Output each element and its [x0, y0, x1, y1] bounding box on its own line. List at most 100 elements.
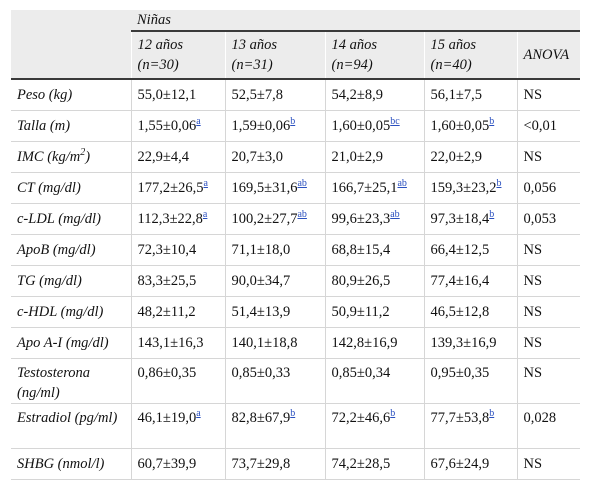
table-cell: 22,9±4,4 [130, 141, 225, 173]
anova-cell: 0,053 [516, 203, 580, 235]
row-label-text: CT (mg/dl) [17, 180, 81, 196]
table-cell: 60,7±39,9 [130, 448, 225, 480]
column-header-12: 12 años (n=30) [130, 31, 225, 80]
footnote-superscript-link[interactable]: b [290, 408, 296, 420]
cell-value: 52,5±7,8 [231, 87, 283, 103]
row-label: Apo A-I (mg/dl) [11, 328, 131, 359]
cell-value: 73,7±29,8 [231, 456, 291, 472]
table-cell: 143,1±16,3 [130, 327, 225, 359]
anova-cell: NS [516, 358, 580, 404]
table-cell: 139,3±16,9 [423, 327, 517, 359]
footnote-superscript-link[interactable]: bc [390, 116, 400, 128]
table-cell: 83,3±25,5 [130, 265, 225, 297]
cell-value: 60,7±39,9 [137, 456, 197, 472]
table-cell: 1,55±0,06a [130, 110, 225, 142]
footnote-superscript-link[interactable]: b [290, 116, 296, 128]
table-row: Talla (m) 1,55±0,06a 1,59±0,06b 1,60±0,05bc… [11, 110, 580, 142]
cell-value: 22,9±4,4 [137, 149, 189, 165]
footnote-superscript-link[interactable]: a [196, 116, 201, 128]
row-label-text: Talla (m) [17, 118, 71, 134]
footnote-superscript-link[interactable]: a [202, 209, 208, 221]
table-body: Peso (kg) 55,0±12,1 52,5±7,8 54,2±8,9 56,1±7… [11, 79, 580, 480]
column-header-line2: (n=40) [430, 57, 472, 73]
cell-value: 100,2±27,7 [231, 211, 298, 227]
cell-value: 20,7±3,0 [231, 149, 283, 165]
column-header-line1: 14 años [331, 37, 378, 53]
row-label-text: TG (mg/dl) [17, 273, 82, 289]
cell-value: 72,2±46,6 [331, 410, 391, 426]
row-label-text: Apo A-I (mg/dl) [17, 335, 109, 351]
footnote-superscript-link[interactable]: b [489, 116, 495, 128]
table-cell: 21,0±2,9 [324, 141, 424, 173]
footnote-superscript-link[interactable]: a [203, 178, 208, 190]
cell-value: 68,8±15,4 [331, 242, 391, 258]
table-cell: 0,86±0,35 [130, 358, 225, 404]
footnote-superscript-link[interactable]: b [489, 408, 495, 420]
table-cell: 97,3±18,4b [423, 203, 517, 235]
footnote-superscript-link[interactable]: ab [297, 209, 307, 221]
cell-value: 0,85±0,34 [331, 365, 391, 381]
row-label-text: SHBG (nmol/l) [17, 456, 105, 472]
table-cell: 48,2±11,2 [130, 296, 225, 328]
table-cell: 99,6±23,3ab [324, 203, 424, 235]
column-header-anova: ANOVA [516, 31, 580, 80]
footnote-superscript-link[interactable]: a [196, 408, 201, 420]
column-header-line1: 13 años [231, 37, 278, 53]
row-label-text: Estradiol (pg/ml) [17, 410, 118, 426]
table-cell: 140,1±18,8 [224, 327, 325, 359]
row-label: ApoB (mg/dl) [11, 235, 131, 266]
footnote-superscript-link[interactable]: b [390, 408, 396, 420]
cell-value: 177,2±26,5 [137, 180, 204, 196]
cell-value: 140,1±18,8 [231, 335, 298, 351]
row-label: CT (mg/dl) [11, 173, 131, 204]
row-label-text: ApoB (mg/dl) [17, 242, 96, 258]
cell-value: 0,86±0,35 [137, 365, 197, 381]
table-cell: 54,2±8,9 [324, 79, 424, 111]
table-cell: 1,60±0,05b [423, 110, 517, 142]
row-label: c-LDL (mg/dl) [11, 204, 131, 235]
table-row: IMC (kg/m2) 22,9±4,4 20,7±3,0 21,0±2,9 22,0±… [11, 141, 580, 173]
table-cell: 112,3±22,8a [130, 203, 225, 235]
column-header-13: 13 años (n=31) [224, 31, 325, 80]
column-header-line1: 12 años [137, 37, 184, 53]
row-label: SHBG (nmol/l) [11, 449, 131, 480]
footnote-superscript-link[interactable]: b [496, 178, 502, 190]
row-label-text: Testosterona (ng/ml) [17, 365, 91, 401]
table-cell: 50,9±11,2 [324, 296, 424, 328]
footnote-superscript-link[interactable]: b [489, 209, 495, 221]
cell-value: 77,4±16,4 [430, 273, 490, 289]
row-label: Testosterona (ng/ml) [11, 359, 131, 404]
table-cell: 142,8±16,9 [324, 327, 424, 359]
table-cell: 66,4±12,5 [423, 234, 517, 266]
anova-cell: NS [516, 234, 580, 266]
cell-value: 1,55±0,06 [137, 118, 197, 134]
column-header-line1: 15 años [430, 37, 477, 53]
anova-cell: NS [516, 327, 580, 359]
table-cell: 55,0±12,1 [130, 79, 225, 111]
table-cell: 177,2±26,5a [130, 172, 225, 204]
table-row: c-HDL (mg/dl) 48,2±11,2 51,4±13,9 50,9±11,2… [11, 296, 580, 328]
table-cell: 74,2±28,5 [324, 448, 424, 480]
table-row: Apo A-I (mg/dl) 143,1±16,3 140,1±18,8 142,8… [11, 327, 580, 359]
cell-value: 21,0±2,9 [331, 149, 383, 165]
table-row: Testosterona (ng/ml) 0,86±0,35 0,85±0,33 0,… [11, 358, 580, 404]
cell-value: 80,9±26,5 [331, 273, 391, 289]
row-label-text: Peso (kg) [17, 87, 73, 103]
table-cell: 0,85±0,34 [324, 358, 424, 404]
footnote-superscript-link[interactable]: ab [390, 209, 400, 221]
table-cell: 0,95±0,35 [423, 358, 517, 404]
anova-cell: <0,01 [516, 110, 580, 142]
table-cell: 80,9±26,5 [324, 265, 424, 297]
group-header-ninas: Niñas [131, 10, 580, 32]
table-cell: 72,2±46,6b [324, 403, 424, 449]
table-cell: 77,7±53,8b [423, 403, 517, 449]
footnote-superscript-link[interactable]: ab [397, 178, 407, 190]
cell-value: 97,3±18,4 [430, 211, 490, 227]
cell-value: 169,5±31,6 [231, 180, 298, 196]
header-corner [11, 10, 131, 31]
table-cell: 68,8±15,4 [324, 234, 424, 266]
column-header-line2: (n=31) [231, 57, 273, 73]
cell-value: 99,6±23,3 [331, 211, 391, 227]
footnote-superscript-link[interactable]: ab [297, 178, 307, 190]
anova-cell: NS [516, 265, 580, 297]
